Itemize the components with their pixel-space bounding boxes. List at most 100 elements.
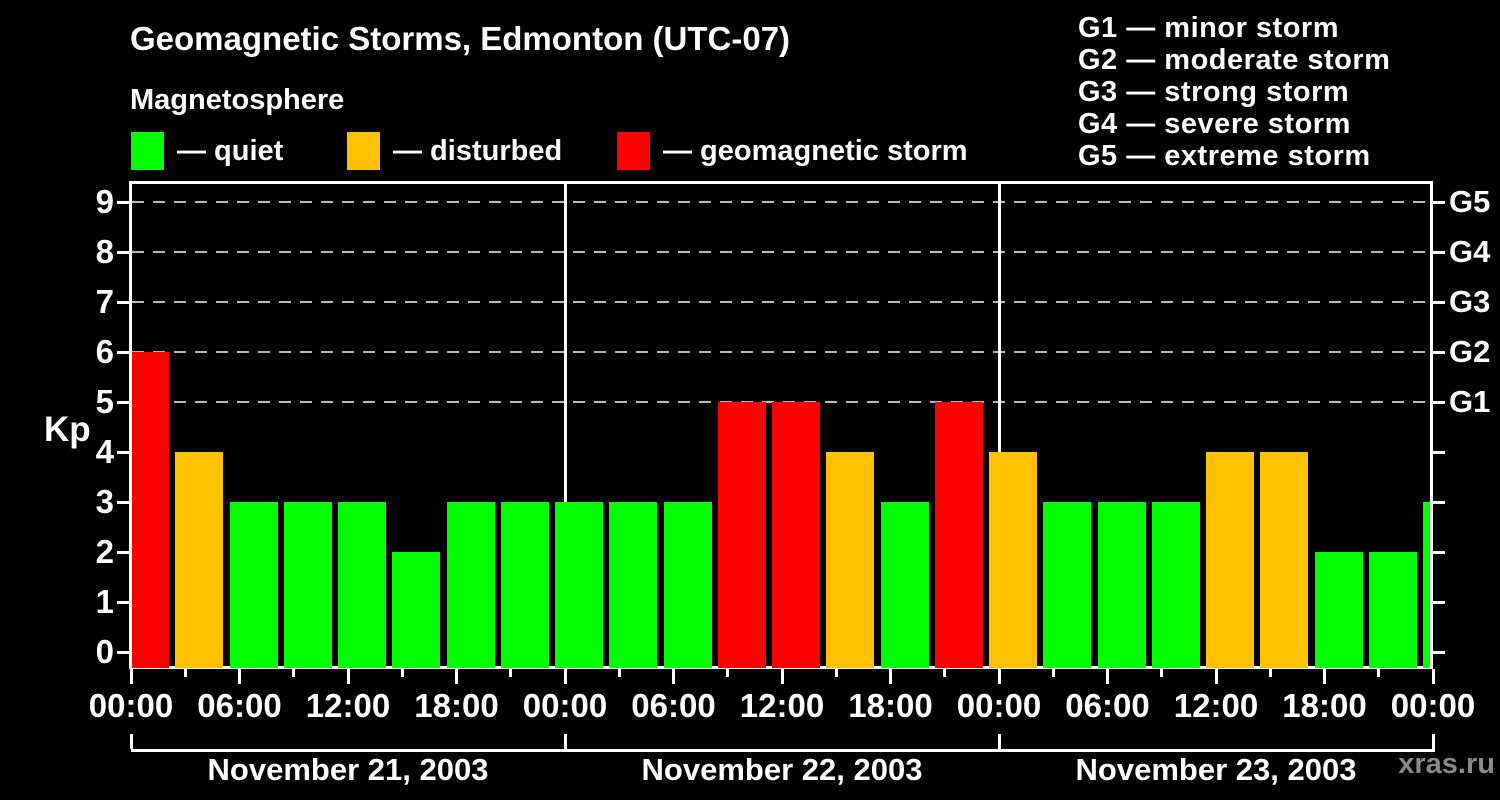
kp-bar (1423, 502, 1430, 668)
kp-bar (1043, 502, 1092, 668)
kp-bar (934, 402, 983, 668)
x-major-tick (1431, 669, 1435, 684)
x-tick-label: 18:00 (848, 687, 933, 724)
right-tick (1433, 450, 1445, 454)
x-minor-tick (292, 669, 296, 677)
legend-item-label: — disturbed (393, 135, 563, 167)
kp-bar (1206, 452, 1254, 668)
g-axis-label: G2 (1449, 334, 1491, 369)
kp-bar (500, 502, 549, 668)
x-tick-label: 00:00 (522, 687, 608, 724)
y-tick-label: 0 (95, 633, 114, 670)
x-major-tick (1323, 669, 1326, 684)
gridline-kp6 (132, 351, 1430, 353)
date-bracket-tick (997, 734, 1001, 749)
kp-bar (880, 502, 929, 668)
x-tick-label: 18:00 (1282, 687, 1367, 724)
right-tick (1433, 300, 1445, 304)
y-tick-label: 5 (95, 383, 114, 420)
right-tick (1433, 600, 1445, 604)
kp-bar (717, 402, 766, 668)
x-major-tick (455, 669, 458, 684)
kp-bar (1314, 552, 1363, 668)
y-tick (117, 600, 129, 604)
date-bracket-line (131, 749, 1435, 752)
kp-bar (609, 502, 658, 668)
g-axis-label: G5 (1449, 184, 1491, 219)
gridline-kp7 (132, 301, 1430, 303)
y-tick-label: 6 (95, 333, 114, 370)
x-major-tick (672, 669, 675, 684)
quiet-swatch (131, 132, 164, 170)
right-tick (1433, 250, 1445, 254)
x-minor-tick (943, 669, 947, 677)
x-tick-label: 06:00 (197, 687, 282, 724)
x-major-tick (238, 669, 241, 684)
x-tick-label: 06:00 (631, 687, 716, 724)
g-legend-line: G1 — minor storm (1078, 12, 1339, 44)
x-minor-tick (834, 669, 838, 677)
g-axis-label: G4 (1449, 234, 1491, 269)
g-legend-line: G2 — moderate storm (1078, 44, 1391, 76)
y-tick (117, 250, 129, 254)
x-tick-label: 12:00 (739, 687, 825, 724)
g-legend-line: G5 — extreme storm (1078, 140, 1371, 172)
x-minor-tick (400, 669, 404, 677)
watermark: xras.ru (1398, 748, 1495, 780)
legend-item-quiet: — quiet (131, 132, 283, 170)
right-tick (1433, 650, 1445, 654)
y-tick-label: 8 (95, 233, 114, 270)
y-tick (117, 350, 129, 354)
g-legend-line: G4 — severe storm (1078, 108, 1351, 140)
x-minor-tick (509, 669, 513, 677)
x-tick-label: 00:00 (1390, 687, 1476, 724)
kp-bar (229, 502, 278, 668)
date-label: November 21, 2003 (207, 752, 489, 787)
kp-bar (826, 452, 875, 668)
y-tick-label: 7 (95, 283, 114, 320)
kp-bar (1151, 502, 1200, 668)
day-divider (563, 184, 567, 666)
date-bracket-tick (563, 734, 567, 749)
date-label: November 23, 2003 (1075, 752, 1357, 787)
kp-bar (989, 452, 1037, 668)
y-tick-label: 4 (95, 433, 114, 470)
x-tick-label: 12:00 (1173, 687, 1259, 724)
kp-bar (446, 502, 495, 668)
kp-bar (1260, 452, 1309, 668)
x-tick-label: 12:00 (305, 687, 391, 724)
g-legend-line: G3 — strong storm (1078, 76, 1350, 108)
x-major-tick (889, 669, 892, 684)
y-tick (117, 500, 129, 504)
y-tick (117, 300, 129, 304)
y-tick (117, 400, 129, 404)
kp-bar (175, 452, 224, 668)
y-tick-label: 1 (95, 583, 114, 620)
x-major-tick (346, 669, 350, 684)
x-major-tick (563, 669, 567, 684)
x-major-tick (1214, 669, 1218, 684)
x-major-tick (997, 669, 1001, 684)
kp-bar (132, 352, 169, 668)
y-tick (117, 550, 129, 554)
g-axis-label: G1 (1449, 384, 1491, 419)
legend-item-label: — quiet (177, 135, 284, 167)
x-tick-label: 00:00 (956, 687, 1042, 724)
g-axis-label: G3 (1449, 284, 1491, 319)
y-tick-label: 3 (95, 483, 114, 520)
g-scale-legend: G1 — minor storm G2 — moderate storm G3 — … (1078, 12, 1390, 172)
kp-bar (283, 502, 332, 668)
right-tick (1433, 350, 1445, 354)
x-minor-tick (726, 669, 730, 677)
right-tick (1433, 500, 1445, 504)
legend-item-label: — geomagnetic storm (663, 135, 968, 167)
storm-swatch (617, 132, 650, 170)
x-tick-label: 18:00 (414, 687, 499, 724)
x-minor-tick (617, 669, 621, 677)
legend-item-disturbed: — disturbed (347, 132, 562, 170)
kp-bar (1097, 502, 1146, 668)
x-minor-tick (1160, 669, 1164, 677)
x-minor-tick (1268, 669, 1272, 677)
right-tick (1433, 550, 1445, 554)
